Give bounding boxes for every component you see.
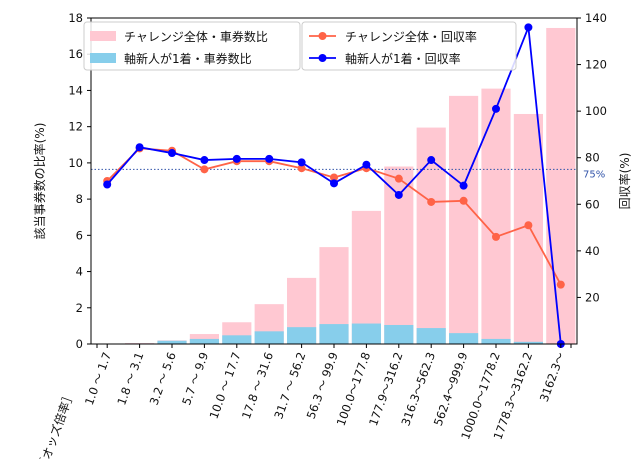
x-tick-label-5: 17.8 ～ 31.6 [239, 350, 276, 421]
point-total-14 [556, 280, 565, 289]
point-rookie-12 [492, 104, 500, 113]
x-tick-label-9: 177.9～316.2 [366, 350, 406, 427]
point-total-3 [200, 165, 209, 174]
bar-total-11 [449, 95, 479, 344]
bar-rookie-9 [384, 324, 414, 344]
bar-total-14 [546, 27, 576, 344]
point-rookie-5 [265, 154, 274, 163]
bar-rookie-12 [481, 338, 511, 344]
bar-rookie-13 [513, 341, 543, 344]
y-left-tick-label: 16 [68, 47, 83, 61]
y-left-tick-label: 2 [76, 301, 83, 315]
bar-total-8 [351, 210, 381, 344]
legend-label-line-0: チャレンジ全体・回収率 [345, 29, 477, 44]
x-tick-label-2: 3.2 ～ 5.6 [147, 350, 179, 407]
legend-swatch-marker-1 [318, 54, 327, 62]
y-axis-right-title: 回収率(%) [617, 153, 632, 210]
legend-box-bars [83, 21, 301, 71]
bar-total-12 [481, 88, 511, 344]
point-rookie-1 [135, 143, 144, 152]
y-right-tick-label: 60 [585, 197, 600, 211]
point-rookie-0 [103, 180, 112, 189]
y-left-tick-label: 8 [76, 192, 83, 206]
point-rookie-10 [427, 156, 436, 165]
x-tick-label-4: 10.0 ～ 17.7 [207, 350, 244, 421]
x-tick-label-3: 5.7 ～ 9.9 [179, 350, 211, 407]
y-left-tick-label: 18 [68, 11, 83, 25]
point-rookie-11 [459, 181, 468, 190]
point-total-11 [459, 196, 468, 205]
legend-box-lines [301, 21, 517, 71]
x-tick-label-10: 316.3～562.3 [398, 350, 438, 427]
bar-rookie-5 [254, 331, 284, 344]
reference-line-layer: 75% [91, 168, 605, 180]
point-total-10 [427, 197, 436, 206]
point-total-6 [297, 164, 306, 173]
y-right-tick-label: 80 [585, 151, 600, 165]
bar-rookie-8 [351, 323, 381, 344]
point-rookie-8 [362, 160, 371, 169]
x-tick-label-14: 3162.3～ [537, 350, 568, 404]
x-tick-label-8: 100.0～177.8 [334, 350, 374, 427]
y-right-tick-label: 20 [585, 290, 600, 304]
y-right-tick-label: 140 [585, 11, 607, 25]
bar-rookie-3 [189, 338, 219, 344]
x-tick-label-7: 56.3 ～ 99.9 [304, 350, 341, 421]
x-axis-title: ［オッズ倍率］ [34, 388, 77, 459]
legend-swatch-bar-0 [90, 31, 116, 41]
y-left-tick-label: 0 [76, 337, 83, 351]
y-right-tick-label: 100 [585, 104, 607, 118]
point-rookie-13 [524, 23, 533, 32]
x-tick-label-6: 31.7 ～ 56.2 [271, 350, 308, 421]
y-left-tick-label: 4 [76, 265, 83, 279]
point-total-13 [524, 221, 533, 230]
y-left-tick-label: 6 [76, 228, 83, 242]
y-axis-right: 20 40 60 80 100 120 140 [577, 11, 607, 304]
legend-label-line-1: 軸新人が1着・回収率 [345, 51, 461, 66]
point-rookie-7 [330, 179, 338, 188]
bar-rookie-2 [157, 340, 187, 344]
y-left-tick-label: 10 [68, 156, 83, 170]
y-right-tick-label: 120 [585, 58, 607, 72]
point-rookie-3 [200, 156, 209, 165]
y-left-tick-label: 14 [68, 83, 83, 97]
x-tick-label-0: 1.0 ～ 1.7 [82, 350, 114, 407]
point-rookie-4 [232, 154, 241, 163]
x-tick-label-1: 1.8 ～ 3.1 [114, 350, 146, 407]
point-rookie-6 [297, 158, 306, 167]
bar-rookie-4 [222, 335, 252, 344]
legend-swatch-marker-0 [318, 32, 327, 40]
point-rookie-2 [168, 149, 176, 158]
bar-rookie-11 [449, 333, 479, 344]
y-axis-left-title: 該当事券数の比率(%) [32, 123, 47, 240]
legend-label-bar-1: 軸新人が1着・車券数比 [124, 51, 252, 66]
legend-label-bar-0: チャレンジ全体・車券数比 [124, 29, 268, 44]
lines-layer [103, 23, 565, 348]
x-axis: 1.0 ～ 1.7 1.8 ～ 3.1 3.2 ～ 5.6 5.7 ～ 9.910.0… [82, 344, 572, 441]
bar-rookie-6 [287, 327, 317, 344]
point-total-7 [330, 173, 338, 182]
y-axis-left: 0 2 4 6 8 10 12 14 16 18 [68, 11, 91, 351]
point-total-12 [492, 232, 500, 241]
bar-rookie-7 [319, 324, 349, 344]
y-right-tick-label: 40 [585, 244, 600, 258]
x-tick-label-11: 562.4～999.9 [431, 350, 471, 427]
y-left-tick-label: 12 [68, 120, 83, 134]
legend-swatch-bar-1 [90, 53, 116, 63]
bars-layer [92, 27, 576, 344]
point-rookie-9 [394, 190, 403, 199]
reference-line-label: 75% [583, 169, 605, 180]
point-total-9 [394, 174, 403, 183]
bar-rookie-10 [416, 328, 446, 344]
